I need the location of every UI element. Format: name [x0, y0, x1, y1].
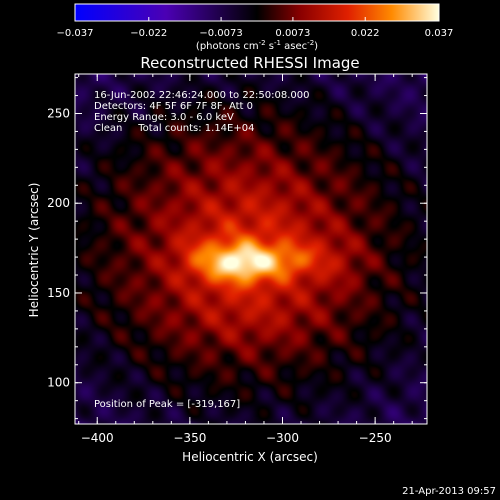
image-area: −400 −350 −300 −250 100 150 200 250 [47, 73, 428, 445]
colorbar-units-part: ) [314, 41, 318, 52]
y-tick-label: 250 [47, 106, 70, 120]
heatmap-image [75, 74, 427, 424]
colorbar-gradient [74, 3, 440, 22]
colorbar-units-exponent: -2 [259, 39, 266, 47]
axis-ticks: −400 −350 −300 −250 100 150 200 250 [47, 74, 427, 445]
annotation-detectors: Detectors: 4F 5F 6F 7F 8F, Att 0 [94, 101, 253, 112]
y-tick-label: 150 [47, 286, 70, 300]
colorbar-units: (photons cm-2 s-1 asec-2) [196, 39, 318, 52]
x-tick-label: −250 [359, 431, 392, 445]
footer-timestamp: 21-Apr-2013 09:57 [402, 486, 496, 497]
colorbar-units-exponent: -1 [274, 39, 281, 47]
colorbar-tick-label: −0.037 [56, 28, 93, 39]
colorbar-units-part: s [266, 41, 274, 52]
colorbar-tick-label: 0.037 [425, 28, 454, 39]
colorbar-tick-label: −0.022 [130, 28, 167, 39]
y-tick-label: 200 [47, 196, 70, 210]
colorbar-tick-label: 0.0073 [275, 28, 310, 39]
x-tick-label: −400 [81, 431, 114, 445]
colorbar-tick-label: −0.0073 [199, 28, 242, 39]
colorbar-units-part: (photons cm [196, 41, 259, 52]
colorbar: −0.037 −0.022 −0.0073 0.0073 0.022 0.037 (pho… [56, 3, 453, 52]
colorbar-tick-label: 0.022 [351, 28, 380, 39]
colorbar-ticks: −0.037 −0.022 −0.0073 0.0073 0.022 0.037 [56, 17, 453, 39]
chart-title: Reconstructed RHESSI Image [140, 54, 359, 72]
annotation-energy-range: Energy Range: 3.0 - 6.0 keV [94, 112, 234, 123]
annotation-peak-position: Position of Peak = [-319,167] [94, 399, 240, 410]
x-axis-label: Heliocentric X (arcsec) [182, 450, 318, 464]
y-axis-label: Heliocentric Y (arcsec) [27, 183, 41, 318]
annotation-total-counts: Clean Total counts: 1.14E+04 [94, 123, 254, 134]
colorbar-units-exponent: -2 [307, 39, 314, 47]
y-tick-label: 100 [47, 376, 70, 390]
x-tick-label: −350 [173, 431, 206, 445]
plot-frame [74, 73, 428, 425]
colorbar-units-part: asec [281, 41, 307, 52]
annotations: 16-Jun-2002 22:46:24.000 to 22:50:08.000… [94, 90, 310, 410]
x-tick-label: −300 [266, 431, 299, 445]
annotation-time-range: 16-Jun-2002 22:46:24.000 to 22:50:08.000 [94, 90, 310, 101]
